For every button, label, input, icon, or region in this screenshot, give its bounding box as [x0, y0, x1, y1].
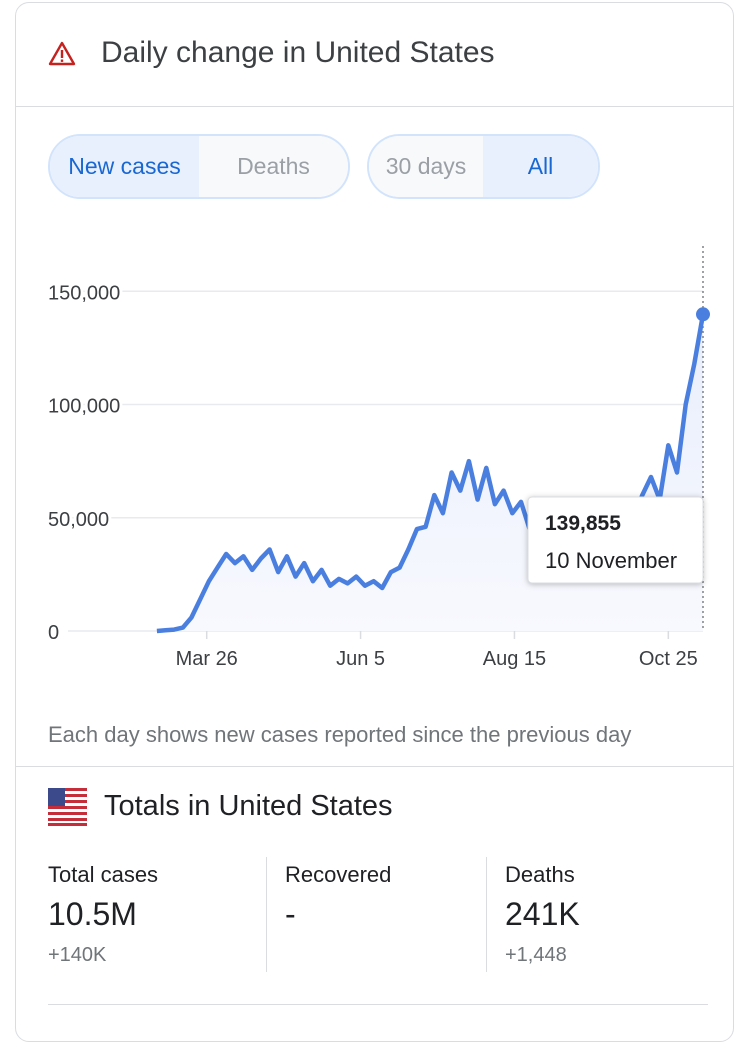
- totals-label: Total cases: [48, 862, 159, 887]
- chart-note: Each day shows new cases reported since …: [48, 722, 632, 747]
- x-tick-label: Oct 25: [639, 648, 698, 670]
- chart: 0 50,000 100,000 150,000 Mar 26 Jun 5 Aug 15 Oc…: [45, 246, 710, 670]
- y-tick-label: 50,000: [48, 509, 109, 531]
- totals-value: 10.5M: [48, 896, 137, 932]
- x-tick-label: Jun 5: [336, 648, 385, 670]
- metric-toggle: New cases Deaths: [48, 134, 350, 199]
- totals-value: -: [285, 896, 296, 932]
- column-divider: [486, 857, 487, 972]
- range-toggle: 30 days All: [367, 134, 600, 199]
- column-divider: [266, 857, 267, 972]
- y-tick-label: 100,000: [48, 396, 120, 418]
- totals-label: Deaths: [505, 862, 575, 887]
- us-flag: [48, 788, 87, 826]
- y-tick-label: 150,000: [48, 282, 120, 304]
- header-title: Daily change in United States: [101, 36, 495, 69]
- x-tick-label: Aug 15: [483, 648, 546, 670]
- totals-change: +1,448: [505, 944, 567, 966]
- warning-icon: [48, 41, 76, 66]
- toggle-option[interactable]: New cases: [50, 136, 199, 197]
- totals-change: +140K: [48, 944, 107, 966]
- toggle-option[interactable]: Deaths: [199, 136, 348, 197]
- totals-value: 241K: [505, 896, 580, 932]
- page: {"header": {"title": "Daily change in Un…: [15, 2, 734, 1042]
- tooltip-box: [527, 496, 704, 584]
- tooltip-date: 10 November: [545, 548, 677, 573]
- tooltip: 139,855 10 November: [527, 496, 704, 584]
- divider: [16, 766, 733, 767]
- totals-label: Recovered: [285, 862, 392, 887]
- divider: [16, 106, 733, 107]
- tooltip-value: 139,855: [545, 512, 621, 535]
- hover-point: [696, 307, 710, 322]
- divider: [48, 1004, 708, 1005]
- x-tick-label: Mar 26: [176, 648, 238, 670]
- totals-title: Totals in United States: [104, 790, 393, 822]
- toggle-option[interactable]: All: [483, 136, 598, 197]
- y-tick-label: 0: [48, 622, 59, 644]
- toggle-option[interactable]: 30 days: [369, 136, 484, 197]
